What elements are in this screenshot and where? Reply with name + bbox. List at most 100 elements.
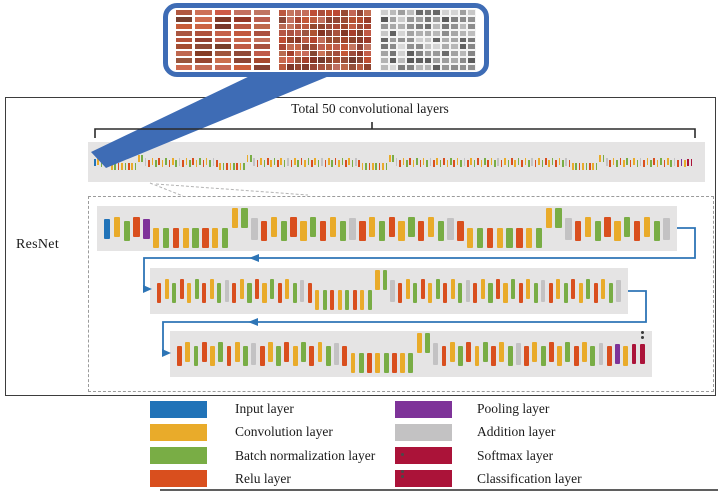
layer-bar-add: [300, 280, 305, 302]
layer-bar-bn: [297, 159, 300, 167]
layer-bar-softmax: [631, 344, 637, 364]
filter-cell: [433, 23, 441, 29]
filter-cell: [407, 58, 414, 64]
filter-cell: [253, 10, 270, 15]
layer-bar-bn: [322, 290, 327, 310]
filter-cell: [310, 16, 317, 23]
layer-bar-bn: [535, 227, 543, 248]
filter-cell: [310, 57, 317, 64]
filter-cell: [302, 57, 309, 64]
filter-cell: [214, 37, 232, 43]
conv-filters-fine-panel: [380, 9, 476, 71]
filter-cell: [433, 10, 441, 15]
layer-bar-add: [639, 158, 642, 166]
layer-bar-relu: [619, 157, 622, 165]
filter-cell: [234, 10, 251, 15]
layer-bar-bn: [555, 207, 562, 228]
layer-bar-relu: [573, 346, 579, 366]
layer-bar-bn: [602, 154, 605, 162]
filter-cell: [279, 50, 286, 57]
filter-cell: [310, 30, 317, 37]
filter-cell: [195, 37, 212, 43]
layer-bar-conv: [405, 279, 410, 299]
filter-cell: [317, 43, 325, 50]
layer-bar-add: [497, 158, 500, 166]
layer-bar-relu: [330, 290, 335, 310]
filter-cell: [294, 64, 302, 70]
layer-bar-relu: [466, 342, 472, 362]
layer-bar-add: [349, 217, 356, 240]
layer-bar-relu: [516, 227, 523, 248]
filter-cell: [433, 37, 441, 43]
layer-bar-bn: [541, 159, 544, 167]
filter-cell: [415, 37, 423, 43]
layer-bar-bn: [540, 346, 546, 366]
layer-bar-bn: [280, 220, 288, 241]
legend-item-input: Input layer: [150, 400, 395, 418]
layer-bar-relu: [226, 346, 232, 366]
layer-bar-conv: [97, 157, 99, 165]
resnet-label: ResNet: [16, 237, 60, 252]
layer-bar-conv: [656, 159, 659, 167]
layer-bar-bn: [595, 162, 598, 170]
layer-bar-bn: [155, 159, 157, 167]
layer-bar-bn: [241, 207, 248, 228]
bracket-title: Total 50 convolutional layers: [291, 101, 449, 116]
layer-bar-conv: [623, 346, 629, 366]
layer-bar-bn: [533, 283, 538, 303]
layer-bar-conv: [480, 279, 485, 299]
filter-cell: [381, 30, 388, 36]
filter-cell: [389, 30, 397, 36]
filter-cell: [176, 51, 193, 57]
layer-bar-conv: [219, 162, 222, 170]
filter-cell: [442, 44, 449, 50]
layer-bar-conv: [337, 290, 342, 310]
layer-bar-relu: [521, 159, 523, 167]
layer-bar-conv: [446, 159, 449, 167]
filter-cell: [279, 43, 286, 50]
filter-cell: [381, 23, 388, 29]
legend-item-pooling: Pooling layer: [395, 400, 630, 418]
filter-cell: [433, 51, 441, 57]
filter-cell: [286, 57, 294, 64]
layer-bar-bn: [670, 159, 672, 167]
layer-bar-bn: [358, 353, 364, 373]
row-2-layer-bars: [157, 268, 621, 314]
layer-bar-relu: [409, 157, 411, 165]
filter-cell: [424, 51, 432, 57]
layer-bar-bn: [385, 162, 388, 170]
layer-bar-add: [433, 343, 439, 365]
filter-cell: [294, 16, 302, 23]
layer-bar-relu: [544, 157, 547, 165]
layer-bar-input: [104, 218, 111, 239]
layer-bar-relu: [192, 157, 194, 165]
layer-bar-bn: [378, 220, 386, 241]
filter-cell: [317, 10, 325, 16]
layer-bar-bn: [100, 159, 103, 167]
legend-swatch-relu: [150, 470, 207, 488]
legend-label: Softmax layer: [477, 447, 554, 463]
layer-bar-relu: [177, 346, 182, 366]
filter-cell: [302, 43, 309, 50]
layer-bar-conv: [548, 159, 550, 167]
layer-bar-conv: [388, 154, 391, 162]
legend-label: Pooling layer: [477, 401, 550, 416]
filter-cell: [356, 43, 364, 50]
layer-bar-bn: [269, 279, 275, 299]
layer-bar-conv: [210, 346, 215, 366]
layer-bar-conv: [480, 159, 483, 167]
layer-bar-conv: [292, 346, 298, 366]
layer-bar-relu: [633, 220, 641, 241]
layer-bar-relu: [179, 279, 184, 299]
filter-cell: [381, 37, 388, 43]
filter-cell: [389, 58, 397, 64]
layer-bar-relu: [443, 283, 448, 303]
filter-cell: [176, 10, 193, 15]
filter-cell: [348, 10, 356, 16]
layer-bar-pool: [107, 158, 110, 166]
layer-bar-relu: [172, 227, 180, 248]
filter-cell: [341, 43, 348, 50]
filter-cell: [286, 23, 294, 30]
filter-cell: [294, 43, 302, 50]
layer-bar-conv: [315, 290, 320, 310]
